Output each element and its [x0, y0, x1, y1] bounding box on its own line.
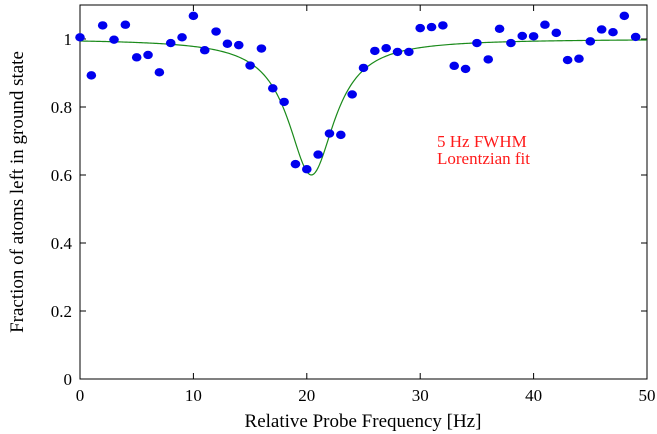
ticks	[79, 5, 648, 380]
data-point	[211, 27, 221, 36]
data-point	[97, 21, 108, 30]
annotation-fwhm: 5 Hz FWHM	[437, 132, 527, 151]
x-tick-label: 20	[298, 386, 315, 405]
data-point	[494, 24, 505, 33]
data-point	[596, 25, 607, 34]
data-point	[540, 20, 550, 29]
data-point	[506, 38, 516, 48]
data-point	[131, 53, 142, 62]
data-point	[358, 63, 369, 73]
data-point	[154, 68, 165, 77]
data-point	[188, 11, 199, 21]
data-point	[392, 47, 403, 57]
fit-line	[79, 39, 648, 176]
data-point	[302, 165, 312, 174]
x-tick-label: 10	[185, 386, 202, 405]
data-point	[143, 50, 153, 60]
data-point	[381, 43, 391, 53]
data-point	[233, 40, 244, 50]
data-point	[585, 37, 596, 46]
y-tick-label: 0.2	[51, 302, 72, 321]
data-point	[426, 22, 437, 32]
data-point	[199, 46, 210, 55]
data-point	[404, 47, 414, 57]
data-point	[460, 64, 471, 74]
tick-labels: 0 10 20 30 40 50 0 0.2 0.4 0.6 0.8 1	[51, 30, 656, 405]
data-point	[177, 33, 187, 42]
x-tick-label: 30	[412, 386, 429, 405]
data-point	[472, 38, 482, 48]
data-point	[630, 32, 641, 42]
y-tick-label: 0	[64, 370, 73, 389]
data-point	[86, 71, 97, 80]
plot-frame	[79, 4, 648, 380]
data-point	[608, 28, 618, 37]
data-point	[279, 97, 289, 107]
data-point	[336, 130, 346, 140]
y-tick-label: 0.6	[51, 166, 72, 185]
data-point	[267, 84, 278, 93]
y-axis-label: Fraction of atoms left in ground state	[7, 51, 28, 333]
data-point	[415, 23, 426, 33]
y-tick-label: 0.4	[51, 234, 73, 253]
data-point	[347, 90, 357, 99]
data-point	[245, 61, 255, 70]
data-point	[222, 39, 233, 48]
data-point	[528, 32, 539, 41]
data-point	[120, 20, 131, 29]
data-point	[483, 55, 494, 64]
fit-layer	[79, 39, 648, 176]
data-point	[517, 31, 528, 41]
data-point	[324, 129, 335, 138]
data-point	[370, 46, 380, 56]
data-point	[551, 28, 562, 38]
y-tick-label: 1	[64, 30, 73, 49]
data-point	[438, 21, 448, 30]
data-point	[562, 55, 573, 65]
data-point	[75, 33, 85, 42]
x-tick-label: 0	[76, 386, 85, 405]
data-point	[290, 159, 301, 169]
data-point	[109, 35, 119, 44]
points-layer	[75, 11, 641, 174]
x-axis-label: Relative Probe Frequency [Hz]	[245, 411, 482, 432]
annotation-fit: Lorentzian fit	[437, 149, 530, 168]
data-point	[574, 54, 584, 63]
data-point	[313, 150, 323, 159]
data-point	[449, 61, 460, 71]
x-tick-label: 50	[639, 386, 656, 405]
data-point	[165, 38, 176, 48]
data-point	[619, 11, 630, 21]
x-tick-label: 40	[525, 386, 542, 405]
data-point	[256, 44, 267, 53]
y-tick-label: 0.8	[51, 98, 72, 117]
